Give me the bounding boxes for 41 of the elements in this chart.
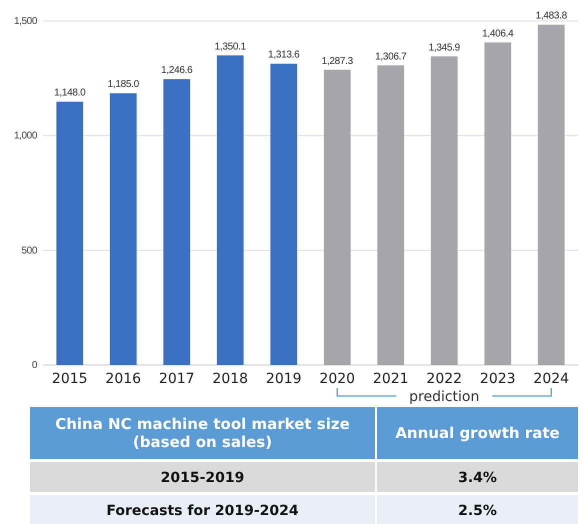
x-tick-label: 2018 (212, 371, 248, 387)
x-tick-label: 2023 (480, 371, 516, 387)
text: 3.4% (458, 470, 497, 486)
data-label: 1,313.6 (268, 50, 300, 61)
x-tick-label: 2024 (533, 371, 570, 387)
text: prediction (409, 389, 480, 405)
data-label: 1,306.7 (375, 51, 408, 62)
bar (110, 93, 137, 365)
text: 2.5% (458, 503, 497, 519)
x-tick-label: 2020 (319, 371, 356, 387)
y-tick-label: 0 (32, 360, 38, 371)
bar (538, 24, 565, 365)
x-tick-label: 2017 (158, 371, 195, 387)
text: 2015-2019 (160, 470, 244, 486)
bar (324, 70, 351, 365)
y-tick-label: 500 (22, 245, 38, 256)
data-label: 1,350.1 (214, 41, 247, 52)
x-tick-label: 2022 (426, 371, 462, 387)
bar (484, 42, 512, 365)
data-label: 1,406.4 (482, 28, 514, 40)
data-label: 1,345.9 (428, 42, 461, 54)
data-label: 1,185.0 (108, 79, 140, 90)
text: China NC machine tool market size (based on sales) (55, 415, 350, 451)
x-tick-label: 2021 (372, 371, 409, 387)
bar (270, 64, 298, 365)
x-tick-label: 2016 (105, 371, 142, 387)
bar (377, 65, 404, 365)
bar (430, 56, 458, 365)
bar (56, 102, 84, 365)
data-label: 1,483.8 (536, 10, 568, 22)
data-label: 1,287.3 (322, 56, 354, 67)
text: Forecasts for 2019-2024 (106, 503, 299, 519)
data-label: 1,246.6 (161, 65, 194, 76)
data-label: 1,148.0 (54, 88, 86, 99)
bar (216, 55, 244, 365)
x-tick-label: 2019 (266, 371, 302, 387)
text: Annual growth rate (395, 424, 560, 442)
y-tick-label: 1,000 (14, 130, 38, 142)
y-tick-label: 1,500 (14, 16, 38, 27)
bar (163, 79, 190, 365)
x-tick-label: 2015 (52, 371, 88, 387)
